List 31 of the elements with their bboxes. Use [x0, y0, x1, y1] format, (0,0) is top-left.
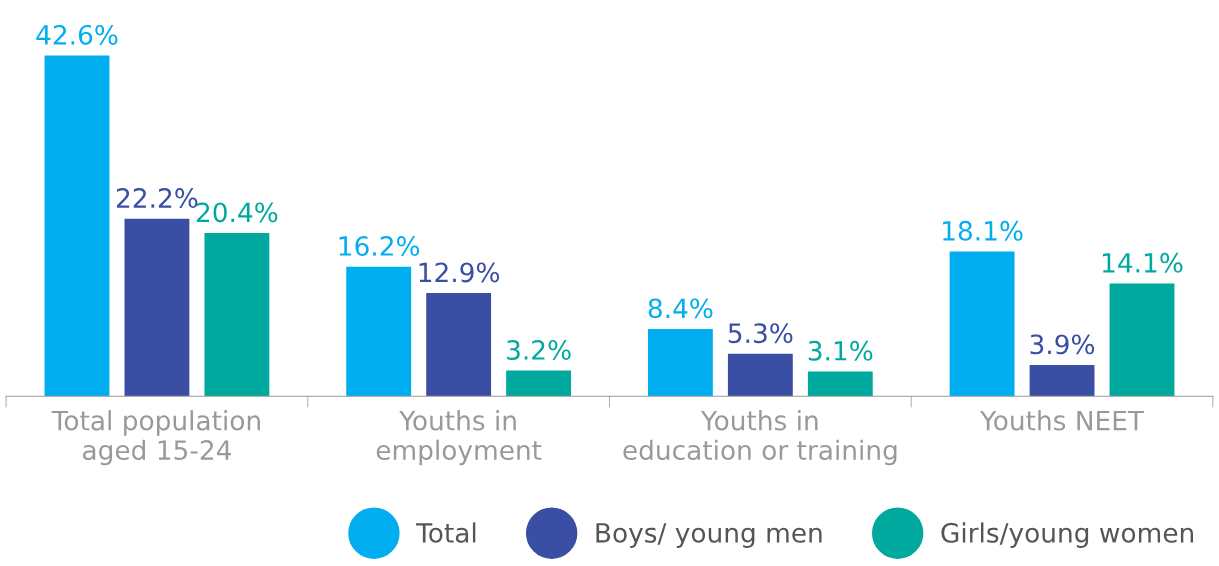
data-label: 5.3% — [728, 323, 793, 344]
data-label: 14.1% — [1102, 252, 1183, 273]
bar — [124, 218, 190, 397]
data-label: 18.1% — [943, 220, 1023, 241]
x-tick-label: Youths NEET — [980, 410, 1145, 431]
bar — [647, 329, 713, 397]
data-label: 12.9% — [419, 262, 500, 283]
data-label: 3.2% — [507, 339, 571, 360]
data-label: 8.4% — [648, 298, 713, 319]
x-tick-label: Youths in education or training — [623, 410, 897, 466]
legend-label: Boys/ young men — [596, 523, 822, 548]
bar — [204, 233, 270, 397]
bar — [1029, 365, 1095, 397]
data-label: 20.4% — [196, 202, 278, 223]
bar — [426, 293, 492, 397]
data-label: 3.9% — [1030, 334, 1095, 355]
data-label: 42.6% — [36, 24, 118, 45]
bar — [807, 371, 873, 397]
data-label: 22.2% — [116, 188, 198, 209]
bar — [44, 55, 110, 397]
x-tick-label: Youths in employment — [376, 410, 542, 466]
bar — [506, 370, 572, 397]
bar — [727, 353, 793, 397]
bar — [346, 266, 412, 397]
data-label: 16.2% — [339, 236, 420, 256]
legend-label: Girls/young women — [941, 522, 1194, 548]
x-tick-label: Total population aged 15-24 — [51, 410, 260, 466]
bar — [949, 251, 1015, 397]
data-label: 3.1% — [808, 340, 873, 361]
legend-label: Total — [416, 522, 476, 543]
bar — [1109, 283, 1175, 397]
